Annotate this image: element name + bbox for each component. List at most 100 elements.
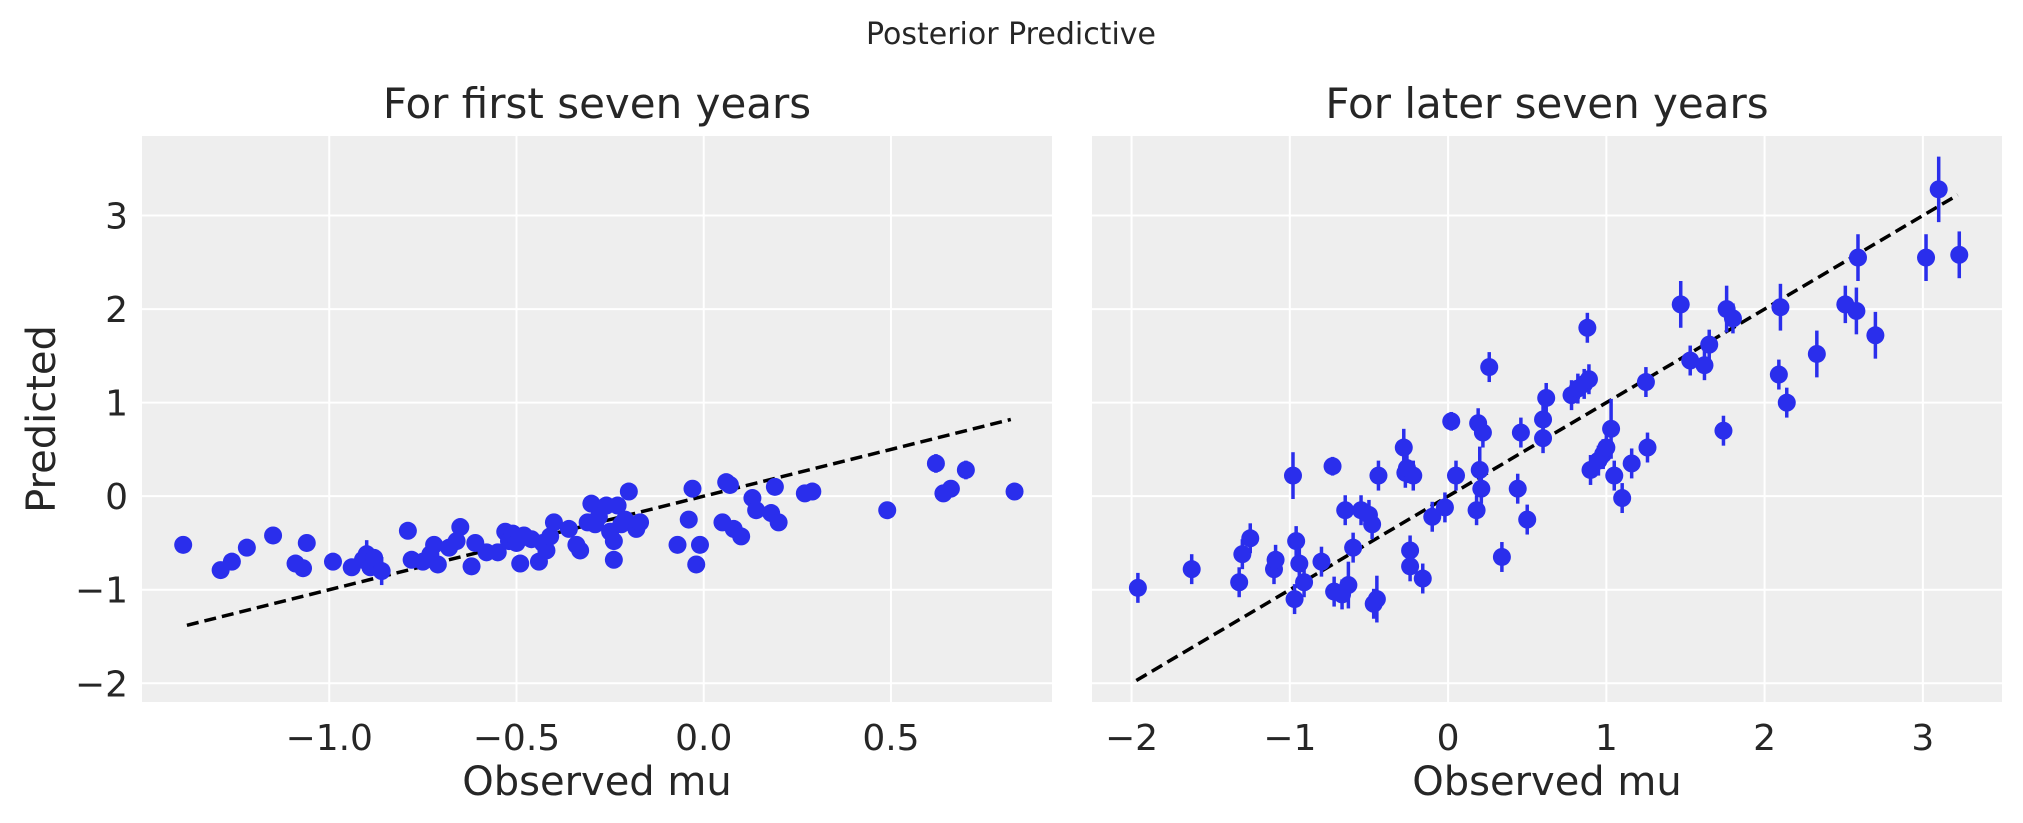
right-data-point: [1287, 532, 1306, 551]
left-data-point: [683, 479, 702, 498]
left-data-point: [679, 510, 698, 529]
right-data-point: [1613, 489, 1632, 508]
right-data-point: [1671, 295, 1690, 314]
right-data-point: [1312, 552, 1331, 571]
right-data-point: [1847, 301, 1866, 320]
left-data-point: [631, 513, 650, 532]
left-data-point: [541, 527, 560, 546]
right-data-point: [1636, 373, 1655, 392]
left-y-axis-label: Predicted: [19, 325, 65, 513]
right-data-point: [1435, 498, 1454, 517]
left-y-tick-label: −2: [75, 664, 128, 705]
right-x-tick-label: 1: [1595, 718, 1618, 759]
left-data-point: [619, 482, 638, 501]
right-data-point: [1447, 466, 1465, 485]
right-data-point: [1511, 423, 1530, 442]
right-data-point: [1323, 457, 1342, 476]
right-data-point: [1467, 501, 1486, 520]
right-points: [1128, 156, 1969, 623]
left-x-tick-label: −1.0: [286, 718, 373, 759]
left-data-point: [941, 479, 960, 498]
left-data-point: [447, 532, 466, 551]
left-data-point: [878, 501, 897, 520]
left-data-point: [511, 554, 530, 573]
right-data-point: [1492, 547, 1511, 566]
left-data-point: [720, 475, 739, 494]
left-data-point: [372, 562, 391, 581]
right-data-point: [1363, 515, 1382, 534]
right-data-point: [1537, 388, 1556, 407]
right-data-point: [1344, 538, 1363, 557]
left-y-tick-label: 2: [105, 290, 128, 331]
right-data-point: [1518, 510, 1537, 529]
right-data-point: [1605, 466, 1624, 485]
right-x-tick-label: 0: [1437, 718, 1460, 759]
right-data-point: [1508, 479, 1527, 498]
left-x-axis-label: Observed mu: [462, 759, 731, 805]
left-data-point: [765, 477, 784, 496]
right-x-tick-label: −2: [1105, 718, 1158, 759]
right-data-point: [1230, 573, 1249, 592]
left-y-ticks: −2 −1 0 1 2 3: [75, 197, 128, 706]
right-data-point: [1929, 180, 1948, 199]
right-data-point: [1336, 501, 1355, 520]
right-data-point: [1394, 438, 1413, 457]
left-points: [174, 454, 1024, 586]
right-data-point: [1369, 466, 1388, 485]
left-data-point: [608, 496, 627, 515]
left-data-point: [732, 527, 751, 546]
left-data-point: [365, 548, 384, 567]
right-data-point: [1128, 578, 1147, 597]
left-data-point: [668, 535, 687, 554]
right-data-point: [1472, 479, 1491, 498]
right-data-point: [1723, 309, 1742, 328]
right-data-point: [1413, 569, 1432, 588]
left-gridlines: [142, 136, 1052, 702]
right-data-point: [1807, 344, 1826, 363]
right-data-point: [1233, 545, 1252, 564]
right-x-tick-label: −1: [1263, 718, 1316, 759]
left-data-point: [769, 513, 788, 532]
left-data-point: [451, 518, 470, 537]
left-data-point: [544, 513, 563, 532]
left-x-tick-label: 0.0: [675, 718, 732, 759]
right-data-point: [1866, 326, 1885, 345]
right-data-point: [1771, 298, 1790, 317]
right-data-point: [1367, 590, 1386, 609]
left-x-ticks: −1.0 −0.5 0.0 0.5: [286, 718, 920, 759]
left-data-point: [690, 535, 709, 554]
left-data-point: [803, 482, 822, 501]
left-y-tick-label: 0: [105, 477, 128, 518]
left-data-point: [222, 552, 241, 571]
left-x-tick-label: 0.5: [862, 718, 919, 759]
left-data-point: [462, 557, 481, 576]
right-panel: For later seven years −2 −1 0 1 2 3 Observed …: [1092, 79, 2002, 805]
left-data-point: [604, 550, 623, 569]
left-data-point: [687, 555, 706, 574]
right-data-point: [1404, 466, 1423, 485]
left-data-point: [398, 521, 417, 540]
left-data-point: [323, 552, 342, 571]
left-data-point: [926, 454, 945, 473]
right-data-point: [1534, 410, 1553, 429]
left-data-point: [488, 543, 507, 562]
left-y-tick-label: 1: [105, 384, 128, 425]
right-data-point: [1769, 365, 1788, 384]
right-data-point: [1695, 356, 1714, 375]
right-data-point: [1473, 423, 1492, 442]
left-y-tick-label: −1: [75, 571, 128, 612]
right-x-tick-label: 3: [1911, 718, 1934, 759]
right-data-point: [1480, 358, 1499, 377]
right-data-point: [1714, 421, 1733, 440]
right-data-point: [1241, 529, 1260, 548]
right-data-point: [1470, 460, 1489, 479]
right-data-point: [1917, 248, 1936, 267]
right-data-point: [1401, 541, 1420, 560]
left-plot-area: [142, 136, 1052, 702]
figure-suptitle: Posterior Predictive: [866, 17, 1156, 52]
right-data-point: [1295, 573, 1314, 592]
right-x-axis-label: Observed mu: [1412, 759, 1681, 805]
left-y-tick-label: 3: [105, 197, 128, 238]
left-data-point: [559, 519, 578, 538]
left-data-point: [297, 533, 316, 552]
